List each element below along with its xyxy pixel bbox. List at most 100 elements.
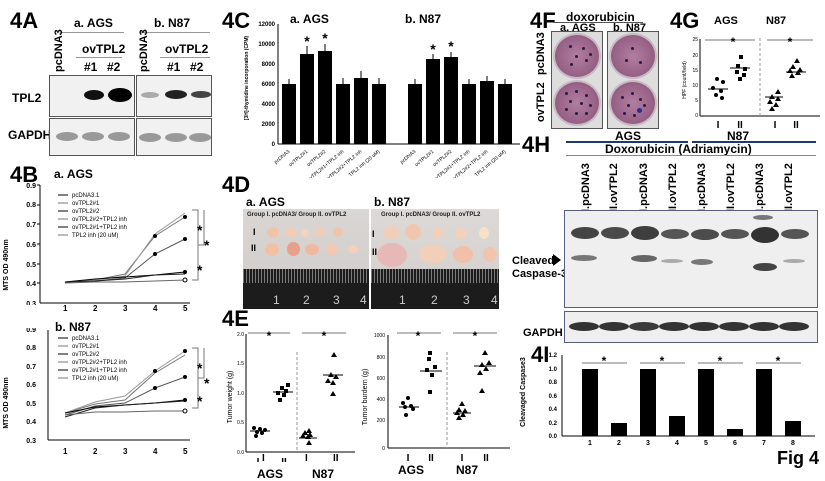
header-ags: AGS <box>615 129 642 143</box>
svg-text:*: * <box>197 222 203 238</box>
dish-n87-ovtpl2 <box>609 80 657 126</box>
svg-text:0.4: 0.4 <box>26 281 36 288</box>
x-group-n87-burden: N87 <box>456 463 479 477</box>
drug-title: doxorubicin <box>566 10 635 24</box>
svg-text:0.8: 0.8 <box>26 202 36 209</box>
clone-2-ags: #2 <box>107 60 121 74</box>
lane-group-ovtpl2-ags: ovTPL2 <box>82 42 126 56</box>
svg-text:ovTPL2#1: ovTPL2#1 <box>72 201 100 207</box>
svg-text:ovTPL2#1+TPL2 inh: ovTPL2#1+TPL2 inh <box>72 225 127 231</box>
scatter-chart-tumor-weight: Tumor weight (g) 2.01.51.00.50.0 ** III <box>227 329 355 462</box>
row-label-ovtpl2: ovTPL2 <box>535 82 547 122</box>
group-label-n87-4g: N87 <box>766 15 787 27</box>
chart-title-4b-ags: a. AGS <box>54 167 93 181</box>
chart-title-4c-n87: b. N87 <box>405 12 442 26</box>
svg-text:0.2: 0.2 <box>549 421 558 427</box>
svg-text:*: * <box>660 354 665 368</box>
dish-n87-pcdna3 <box>609 33 657 79</box>
svg-text:ovTPL2#1: ovTPL2#1 <box>72 344 100 350</box>
svg-text:*: * <box>267 329 272 343</box>
x-group-n87-weight: N87 <box>312 467 335 481</box>
svg-text:10000: 10000 <box>258 42 275 48</box>
header-n87: N87 <box>727 129 750 143</box>
svg-text:5: 5 <box>695 98 698 104</box>
row-label-gapdh: GAPDH <box>8 128 52 142</box>
svg-text:I: I <box>774 120 777 130</box>
tumor-photo-ags: Group I. pcDNA3/ Group II. ovTPL2 I II 1… <box>243 209 369 309</box>
row-label-pcdna3: pcDNA3 <box>535 32 547 75</box>
svg-text:II: II <box>281 457 287 462</box>
dish-ags-pcdna3 <box>553 33 601 79</box>
lane-group-ovtpl2-n87: ovTPL2 <box>165 42 209 56</box>
svg-text:1.0: 1.0 <box>237 391 244 397</box>
svg-text:1.0: 1.0 <box>549 367 558 373</box>
svg-text:25: 25 <box>692 37 698 43</box>
clone-1-ags: #1 <box>84 60 98 74</box>
svg-text:*: * <box>448 38 454 54</box>
svg-text:0: 0 <box>272 142 276 148</box>
group-label-n87: b. N87 <box>154 16 191 30</box>
svg-text:II: II <box>483 453 489 462</box>
svg-text:0.0: 0.0 <box>237 450 244 456</box>
svg-text:1.5: 1.5 <box>237 361 244 367</box>
svg-text:[3H]-thymidine incorporation (: [3H]-thymidine incorporation (CPM) <box>244 35 250 120</box>
blot-tpl2-ags <box>49 75 135 117</box>
chart-title-4c-ags: a. AGS <box>290 12 329 26</box>
svg-text:I: I <box>461 453 464 462</box>
svg-text:*: * <box>197 262 203 278</box>
svg-text:MTS OD 490nm: MTS OD 490nm <box>3 239 10 290</box>
svg-text:MTS OD 490nm: MTS OD 490nm <box>3 377 10 428</box>
svg-text:0.8: 0.8 <box>26 345 36 352</box>
svg-text:ovTPL2#2: ovTPL2#2 <box>72 209 100 215</box>
svg-text:2.0: 2.0 <box>237 332 244 338</box>
x-group-ags-burden: AGS <box>398 463 425 477</box>
svg-text:6000: 6000 <box>262 82 276 88</box>
svg-text:0.5: 0.5 <box>237 420 244 426</box>
svg-text:*: * <box>416 329 421 343</box>
svg-text:*: * <box>204 237 210 253</box>
svg-text:0.9: 0.9 <box>26 328 36 334</box>
svg-text:TPL2 inh (20 uM): TPL2 inh (20 uM) <box>72 376 118 382</box>
svg-text:0.3: 0.3 <box>26 301 36 305</box>
svg-text:TPL2 inh (20 uM): TPL2 inh (20 uM) <box>348 149 382 178</box>
svg-text:0: 0 <box>695 113 698 119</box>
panel-label-4f: 4F <box>530 8 556 33</box>
svg-text:Tumor weight (g): Tumor weight (g) <box>227 371 234 424</box>
clone-2-n87: #2 <box>190 60 204 74</box>
blot-tpl2-n87 <box>136 75 212 117</box>
scatter-chart-tumor-burden: Tumor burdern (g) 1000 800 600 400 200 0 * * I… <box>362 329 510 462</box>
lane-pcdna3-ags: pcDNA3 <box>53 29 65 72</box>
svg-text:*: * <box>718 354 723 368</box>
bar-chart-4c: [3H]-thymidine incorporation (CPM) 12000… <box>244 22 520 178</box>
svg-text:Cleavaged Caspase3: Cleavaged Caspase3 <box>520 357 527 427</box>
svg-text:ovTPL2#1+TPL2 inh: ovTPL2#1+TPL2 inh <box>72 368 127 374</box>
svg-text:400: 400 <box>377 397 386 403</box>
figure-label: Fig 4 <box>777 448 820 468</box>
chart-title-4b-n87: b. N87 <box>55 320 92 334</box>
group-label-ags: a. AGS <box>74 16 113 30</box>
svg-text:0.6: 0.6 <box>26 242 36 249</box>
blot-gapdh-ags <box>49 118 135 156</box>
panel-label-4b: 4B <box>10 162 39 187</box>
panel-label-4h: 4H <box>522 132 551 157</box>
panel-label-4g: 4G <box>670 8 700 33</box>
svg-text:20: 20 <box>692 53 698 59</box>
panel-label-4i: 4I <box>531 342 550 367</box>
svg-text:ovTPL2#2: ovTPL2#2 <box>72 352 100 358</box>
x-group-ags-weight: AGS <box>257 467 284 481</box>
x-ticks-4i: 1 2 3 4 5 6 7 8 <box>588 440 795 447</box>
svg-text:0.5: 0.5 <box>26 401 36 408</box>
svg-text:*: * <box>197 360 203 376</box>
svg-text:*: * <box>731 35 736 49</box>
photo-title-n87: b. N87 <box>374 195 411 209</box>
svg-text:TPL2 inh (20 uM): TPL2 inh (20 uM) <box>474 149 508 178</box>
svg-text:*: * <box>197 393 203 409</box>
svg-text:Tumor burdern (g): Tumor burdern (g) <box>362 369 369 426</box>
svg-text:I: I <box>717 120 720 130</box>
svg-text:0.3: 0.3 <box>26 438 36 445</box>
svg-text:0.6: 0.6 <box>549 394 558 400</box>
group-label-ags-4g: AGS <box>714 15 738 27</box>
panel-label-4a: 4A <box>10 8 39 33</box>
